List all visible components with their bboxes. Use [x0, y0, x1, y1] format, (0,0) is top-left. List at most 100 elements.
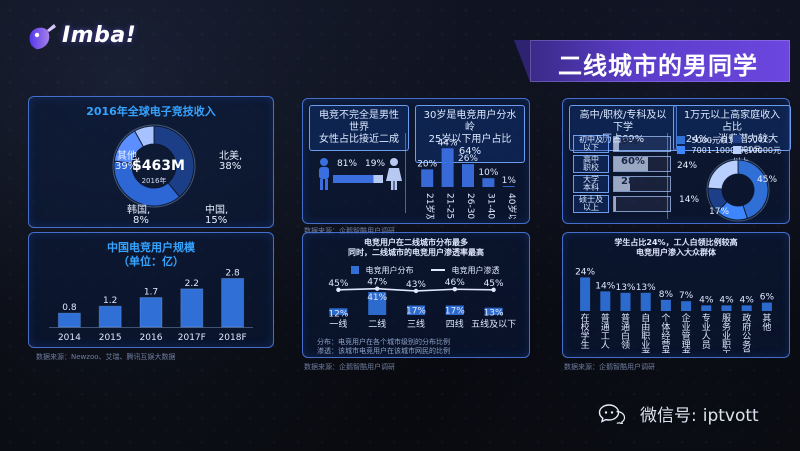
city-pen-point-2	[413, 288, 419, 294]
occupation-bar-7	[721, 305, 732, 311]
income-pct-45: 45%	[757, 175, 778, 185]
occupation-category-6: 专业人员	[702, 312, 711, 351]
age-value-1: 44%	[438, 138, 458, 148]
city-pen-value-2: 43%	[406, 280, 426, 290]
city-dist-value-2: 17%	[406, 306, 426, 316]
gender-male-bar	[333, 175, 374, 183]
city-pen-point-4	[491, 287, 496, 292]
global-revenue-center-value: $463M	[132, 158, 185, 174]
edu-row-3: 大学 本科 28%	[573, 175, 673, 193]
occupation-category-8: 政府公务员	[742, 312, 751, 353]
edu-row-1-bar	[613, 136, 671, 152]
china-users-card: 中国电竞用户规模 （单位：亿） 0.8 2014 1.2 2015 1.7 2016 2.2…	[28, 232, 274, 348]
income-legend-2-swatch	[677, 146, 685, 154]
occupation-category-2: 普通白领	[621, 312, 630, 351]
edu-row-2-label-line1: 高中	[583, 155, 599, 164]
global-revenue-slice-0	[153, 125, 195, 198]
occupation-bar-6	[701, 305, 712, 311]
occupation-bar-9	[761, 302, 772, 311]
occupation-value-7: 4%	[719, 295, 734, 305]
city-combo-chart: 12% 45% 一线 41% 47% 二线 17% 43% 三线 17% 46% 四线 13% 45% 五线…	[328, 278, 516, 330]
age-bar-0	[421, 169, 434, 187]
china-users-bar-1	[98, 305, 122, 328]
age-category-1: 21-25岁	[445, 193, 457, 219]
china-users-bar-2	[139, 297, 163, 328]
revenue-na-pct: 38%	[219, 161, 242, 172]
occupation-value-9: 6%	[760, 293, 775, 303]
age-bar-chart: 20% 21岁及以下 44% 21-25岁 26% 26-30岁 10% 31-40岁 1% 40…	[417, 138, 518, 219]
income-outline	[706, 158, 770, 222]
china-users-bar-0	[57, 312, 81, 328]
gender-title-line1: 电竞不完全是男性世界	[319, 110, 399, 133]
income-legend-0: 5000元以下	[677, 135, 736, 146]
gender-title: 电竞不完全是男性世界 女性占比接近二成	[309, 105, 409, 151]
income-slice-3	[707, 159, 739, 190]
revenue-other-label: 其他,	[117, 151, 141, 162]
city-dist-bar-4	[484, 307, 503, 315]
edu-title-line2: 历占69%	[601, 134, 645, 145]
edu-row-2-bar	[613, 156, 671, 172]
age-bar-4	[502, 186, 515, 187]
revenue-cn-label: 中国,	[205, 205, 229, 216]
occupation-category-1: 普通工人	[601, 312, 610, 351]
china-users-category-2: 2016	[140, 333, 163, 343]
occupation-bar-5	[681, 301, 692, 311]
right-top-card: 高中/职校/专科及以下学 历占69% 1万元以上高家庭收入占比 24%，消费潜力…	[562, 98, 791, 224]
age-bar-2	[462, 164, 474, 187]
edu-row-4-bar	[613, 196, 671, 212]
china-users-category-0: 2014	[58, 333, 81, 343]
age-title-line2: 25岁以下用户占比64%	[428, 134, 512, 157]
imba-logo: Imba!	[26, 20, 136, 52]
watermark-label: 微信号:	[640, 405, 697, 426]
occupation-bar-1	[600, 291, 611, 311]
income-legend-2-text: 7001-10000元	[691, 146, 749, 155]
city-legend-bar-text: 电竞用户分布	[365, 266, 414, 275]
gender-title-line2: 女性占比接近二成	[319, 134, 399, 145]
middle-top-card: 电竞不完全是男性世界 女性占比接近二成 30岁是电竞用户分水岭 25岁以下用户占…	[302, 98, 530, 224]
city-category-4: 五线及以下	[471, 318, 516, 330]
gender-female-bar	[373, 175, 383, 183]
global-revenue-title: 2016年全球电子竞技收入	[86, 105, 216, 118]
occupation-value-2: 13%	[615, 283, 635, 293]
city-pen-value-1: 47%	[367, 278, 387, 288]
wechat-watermark: 微信号: iptvott	[598, 396, 759, 430]
edu-row-3-label-line1: 大学	[583, 175, 599, 184]
city-legend-line-text: 电竞用户渗透	[451, 266, 500, 275]
city-note-2: 渗透：该城市电竞用户在该城市网民的比例	[317, 347, 450, 355]
city-category-1: 二线	[368, 318, 386, 330]
global-revenue-slice-1	[113, 160, 181, 207]
revenue-na-label: 北美,	[219, 151, 243, 162]
china-users-title-line2: （单位：亿）	[118, 255, 184, 268]
city-pen-point-0	[336, 287, 341, 292]
china-users-category-3: 2017F	[178, 333, 206, 343]
age-value-4: 1%	[502, 176, 517, 186]
occupation-bar-2	[620, 292, 631, 311]
global-revenue-outline	[112, 124, 196, 208]
revenue-cn-pct: 15%	[205, 215, 228, 226]
revenue-kr-label: 韩国,	[127, 205, 151, 216]
edu-title: 高中/职校/专科及以下学 历占69%	[569, 105, 677, 151]
occupation-category-4: 个体经营者	[661, 313, 670, 353]
occupation-value-6: 4%	[699, 295, 714, 305]
city-pen-point-1	[375, 286, 380, 291]
age-category-4: 40岁以上	[506, 193, 518, 219]
occupation-category-5: 企业管理者	[682, 312, 691, 353]
global-revenue-card: 2016年全球电子竞技收入 $463M 2016年 其他, 39% 北美, 38…	[28, 96, 274, 228]
page-title: 二线城市的男同学	[558, 52, 758, 80]
female-icon	[383, 157, 405, 191]
city-category-2: 三线	[407, 318, 425, 330]
occupation-category-3: 自由职业者	[641, 312, 650, 353]
city-pen-value-0: 45%	[328, 279, 348, 289]
edu-row-4-value: 3%	[621, 196, 638, 207]
occupation-bar-8	[741, 305, 752, 311]
income-legend-1-text: 5001-7000元	[733, 135, 771, 154]
income-legend-2: 7001-10000元	[677, 145, 748, 156]
edu-row-1-label: 初中及 以下	[573, 135, 609, 153]
occupation-value-4: 8%	[659, 290, 674, 300]
edu-row-1: 初中及 以下 9%	[573, 135, 673, 153]
age-value-0: 20%	[417, 159, 437, 169]
gender-split-bar	[333, 175, 383, 183]
city-category-0: 一线	[329, 318, 347, 330]
age-title-line1: 30岁是电竞用户分水岭	[423, 110, 517, 133]
edu-row-1-fill	[614, 137, 620, 151]
